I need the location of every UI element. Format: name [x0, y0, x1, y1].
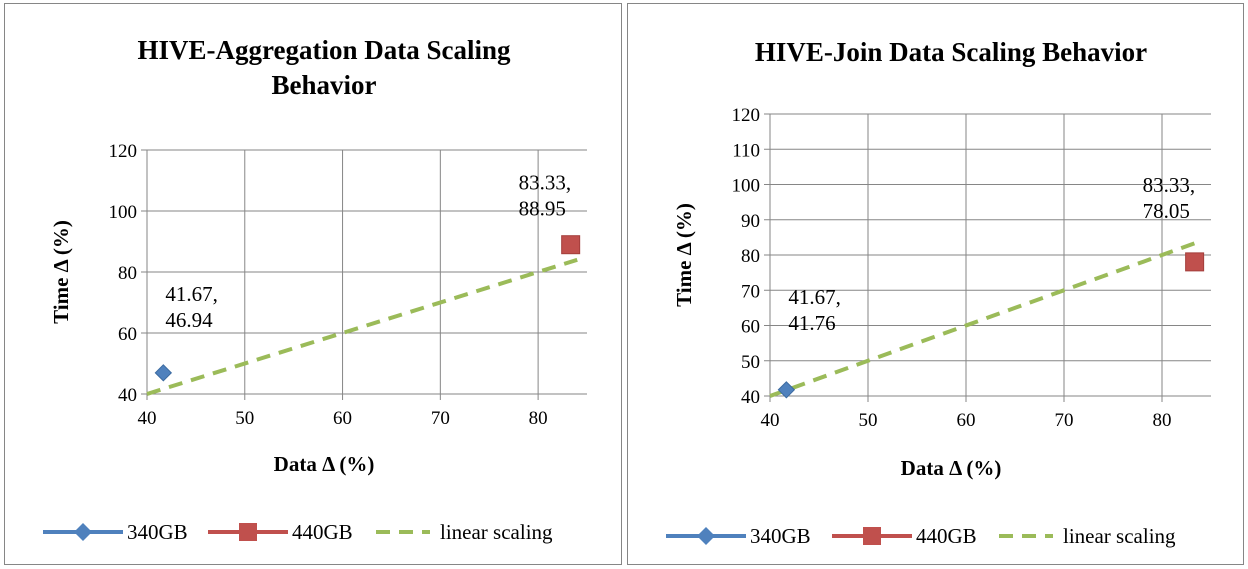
x-tick-label: 70	[431, 408, 450, 429]
x-tick-label: 50	[235, 408, 254, 429]
chart-title: Behavior	[272, 70, 377, 100]
x-tick-label: 80	[1153, 410, 1172, 431]
legend-diamond-marker	[74, 523, 92, 541]
data-label: 83.33,	[1143, 173, 1196, 197]
data-label: 83.33,	[519, 171, 572, 195]
legend-diamond-marker	[697, 527, 715, 545]
y-axis-label: Time Δ (%)	[49, 220, 73, 324]
x-tick-label: 60	[957, 410, 976, 431]
data-label: 41.67,	[788, 285, 841, 309]
legend-label: 440GB	[292, 520, 353, 544]
y-tick-label: 120	[109, 141, 138, 162]
y-tick-label: 60	[741, 317, 760, 338]
legend-label: linear scaling	[440, 520, 553, 544]
chart-title: HIVE-Aggregation Data Scaling	[137, 35, 511, 65]
legend-square-marker	[863, 527, 881, 545]
linear-scaling-line	[769, 239, 1202, 398]
legend-label: 440GB	[916, 524, 977, 548]
point-340gb	[777, 381, 796, 399]
y-tick-label: 100	[732, 176, 761, 197]
x-tick-label: 40	[761, 410, 780, 431]
chart-panel-join: HIVE-Join Data Scaling Behavior 40 50 60 70 8…	[627, 3, 1244, 565]
legend-square-marker	[239, 523, 257, 541]
point-340gb	[154, 364, 173, 382]
chart-join: HIVE-Join Data Scaling Behavior 40 50 60 70 8…	[666, 37, 1211, 548]
legend-label: 340GB	[127, 520, 188, 544]
chart-aggregation: HIVE-Aggregation Data Scaling Behavior 40 6…	[43, 35, 587, 544]
x-tick-label: 70	[1055, 410, 1074, 431]
x-tick-label: 60	[333, 408, 352, 429]
y-tick-label: 80	[118, 263, 137, 284]
point-440gb	[561, 235, 581, 255]
y-tick-label: 120	[732, 105, 761, 126]
x-axis-label: Data Δ (%)	[901, 456, 1002, 480]
chart-panel-aggregation: HIVE-Aggregation Data Scaling Behavior 40 6…	[4, 3, 622, 565]
x-axis-label: Data Δ (%)	[274, 452, 375, 476]
data-label: 88.95	[519, 197, 566, 221]
data-label: 41.76	[788, 311, 835, 335]
y-tick-label: 50	[741, 352, 760, 373]
legend-label: 340GB	[750, 524, 811, 548]
point-440gb	[1185, 252, 1205, 272]
data-label: 41.67,	[165, 282, 218, 306]
y-tick-label: 90	[741, 211, 760, 232]
y-axis-label: Time Δ (%)	[672, 203, 696, 307]
legend-label: linear scaling	[1063, 524, 1176, 548]
data-label: 78.05	[1143, 199, 1190, 223]
y-tick-label: 40	[118, 385, 137, 406]
y-tick-label: 70	[741, 281, 760, 302]
y-tick-label: 80	[741, 246, 760, 267]
y-tick-label: 100	[109, 202, 138, 223]
y-tick-label: 40	[741, 387, 760, 408]
x-tick-label: 80	[529, 408, 548, 429]
y-tick-label: 60	[118, 324, 137, 345]
x-tick-label: 40	[138, 408, 157, 429]
chart-title: HIVE-Join Data Scaling Behavior	[755, 37, 1147, 67]
linear-scaling-line	[146, 257, 578, 396]
data-label: 46.94	[165, 308, 213, 332]
y-tick-label: 110	[732, 140, 760, 161]
x-tick-label: 50	[859, 410, 878, 431]
